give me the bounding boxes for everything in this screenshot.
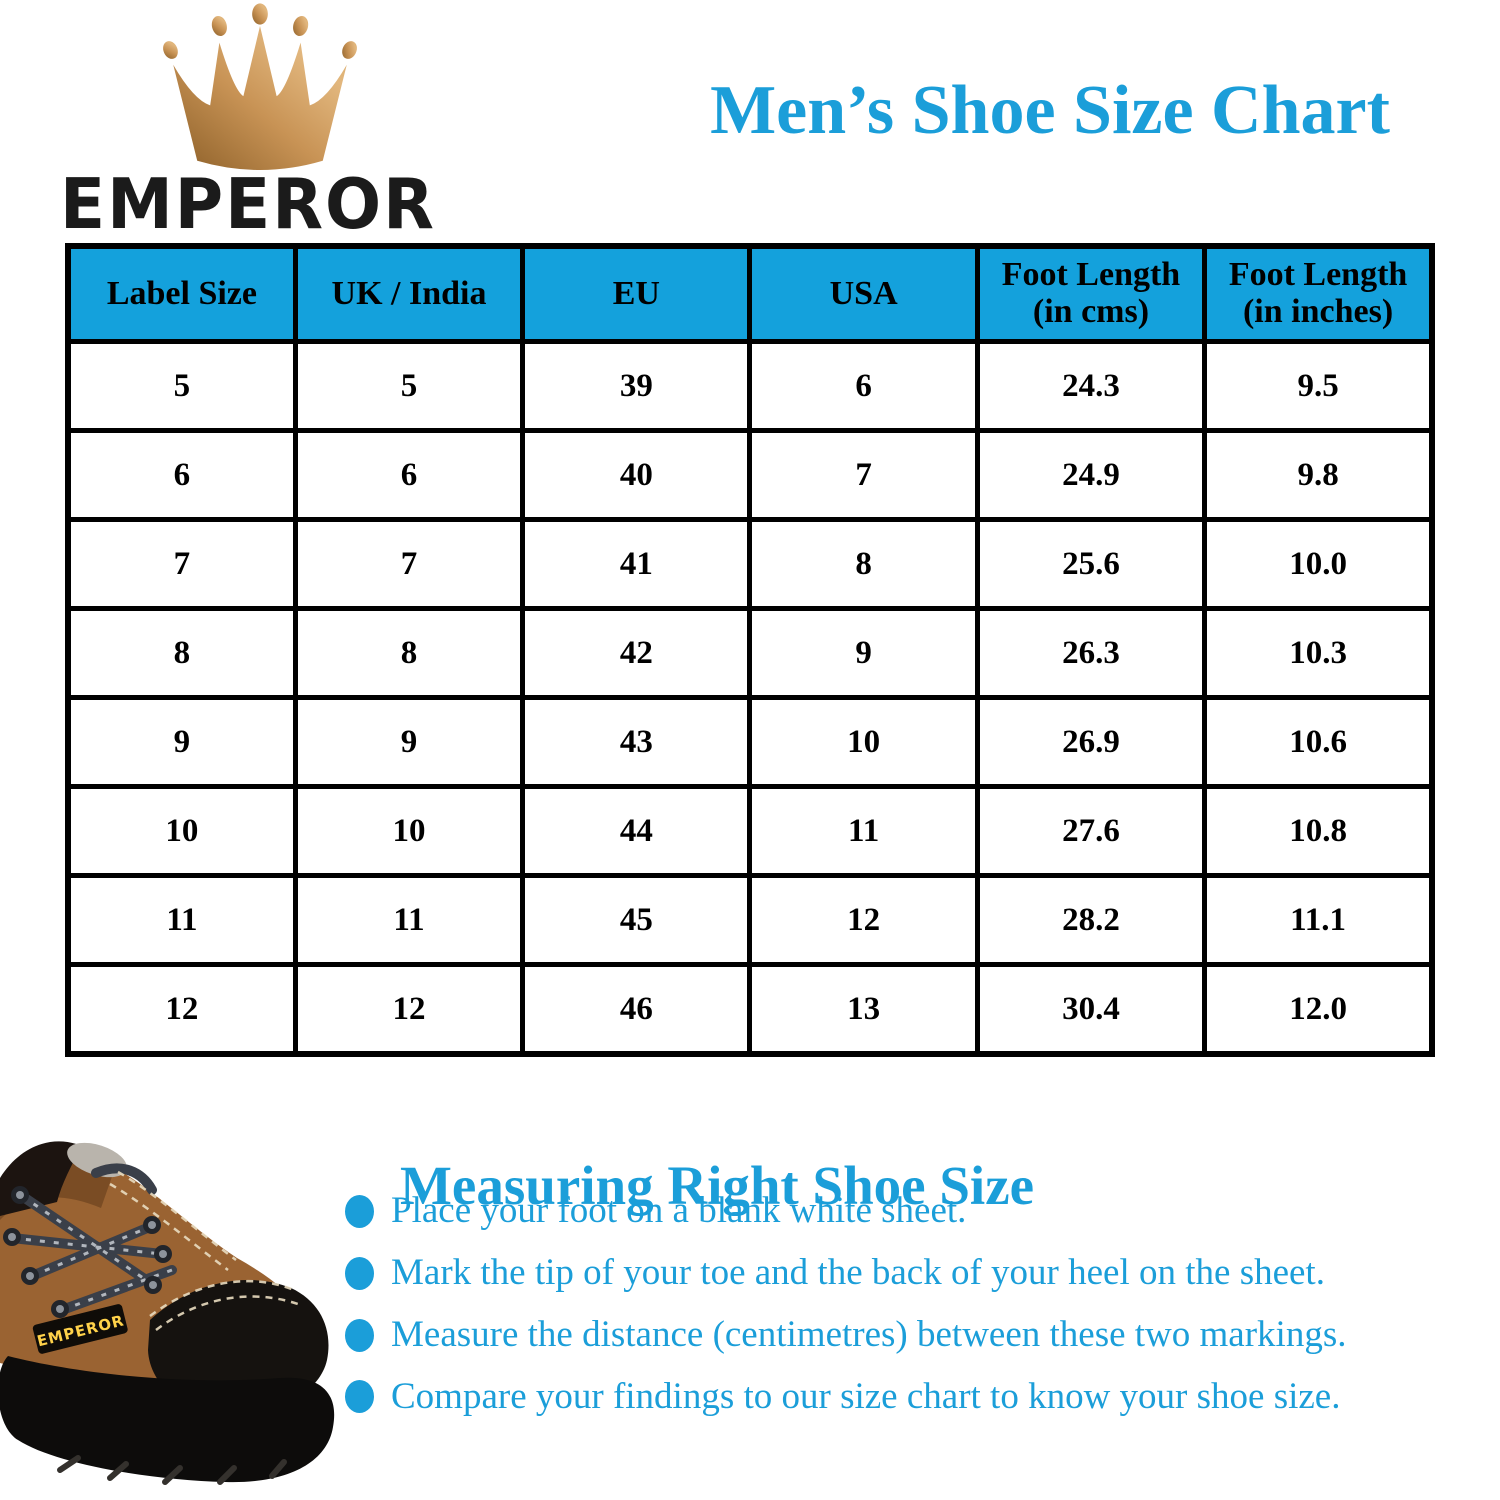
step-text: Compare your findings to our size chart … <box>391 1375 1341 1417</box>
column-header: Label Size <box>65 243 298 344</box>
table-cell: 9 <box>65 695 298 789</box>
table-cell: 12 <box>747 873 980 967</box>
table-cell: 10.8 <box>1202 784 1435 878</box>
table-cell: 10.0 <box>1202 517 1435 611</box>
table-cell: 9 <box>292 695 526 789</box>
table-cell: 12 <box>65 962 298 1057</box>
table-cell: 7 <box>292 517 526 611</box>
step-text: Place your foot on a blank white sheet. <box>391 1190 967 1231</box>
table-cell: 9 <box>747 606 980 700</box>
table-cell: 11 <box>65 873 298 967</box>
table-cell: 6 <box>65 428 298 522</box>
table-cell: 7 <box>747 428 980 522</box>
table-cell: 12.0 <box>1202 962 1435 1057</box>
table-cell: 8 <box>747 517 980 611</box>
table-cell: 25.6 <box>974 517 1208 611</box>
page-title: Men’s Shoe Size Chart <box>710 71 1390 149</box>
table-cell: 41 <box>520 517 753 611</box>
table-cell: 11 <box>292 873 526 967</box>
size-table-header-row: Label Size UK / India EU USA Foot Length (in… <box>65 243 1435 344</box>
table-row: 5 5 39 6 24.3 9.5 <box>65 339 1435 433</box>
table-cell: 13 <box>747 962 980 1057</box>
table-cell: 43 <box>520 695 753 789</box>
table-row: 9 9 43 10 26.9 10.6 <box>65 695 1435 789</box>
table-cell: 26.3 <box>974 606 1208 700</box>
table-cell: 11 <box>747 784 980 878</box>
table-cell: 46 <box>520 962 753 1057</box>
table-cell: 9.5 <box>1202 339 1435 433</box>
table-cell: 45 <box>520 873 753 967</box>
table-cell: 24.9 <box>974 428 1208 522</box>
table-cell: 7 <box>65 517 298 611</box>
table-cell: 8 <box>65 606 298 700</box>
table-cell: 26.9 <box>974 695 1208 789</box>
table-cell: 28.2 <box>974 873 1208 967</box>
measuring-step: Place your foot on a blank white sheet. <box>345 1190 1346 1231</box>
table-row: 12 12 46 13 30.4 12.0 <box>65 962 1435 1057</box>
measuring-step: Mark the tip of your toe and the back of… <box>345 1251 1346 1293</box>
bullet-icon <box>345 1256 374 1290</box>
size-table: Label Size UK / India EU USA Foot Length (in… <box>65 243 1435 1057</box>
table-cell: 39 <box>520 339 753 433</box>
table-cell: 10 <box>65 784 298 878</box>
measuring-heading: Measuring Right Shoe Size <box>400 1154 1035 1216</box>
table-cell: 10 <box>292 784 526 878</box>
table-cell: 10.3 <box>1202 606 1435 700</box>
table-row: 8 8 42 9 26.3 10.3 <box>65 606 1435 700</box>
table-row: 7 7 41 8 25.6 10.0 <box>65 517 1435 611</box>
brand-name: EMPEROR <box>60 164 436 245</box>
table-row: 6 6 40 7 24.9 9.8 <box>65 428 1435 522</box>
step-text: Measure the distance (centimetres) betwe… <box>391 1313 1347 1355</box>
column-header: Foot Length (in inches) <box>1202 243 1435 344</box>
table-cell: 9.8 <box>1202 428 1435 522</box>
shoe-photo: EMPEROR <box>0 1141 335 1485</box>
table-cell: 30.4 <box>974 962 1208 1057</box>
table-cell: 40 <box>520 428 753 522</box>
bullet-icon <box>345 1380 374 1414</box>
step-text: Mark the tip of your toe and the back of… <box>391 1251 1325 1293</box>
table-row: 11 11 45 12 28.2 11.1 <box>65 873 1435 967</box>
table-cell: 10 <box>747 695 980 789</box>
table-cell: 42 <box>520 606 753 700</box>
table-cell: 24.3 <box>974 339 1208 433</box>
column-header: EU <box>520 243 753 344</box>
table-cell: 5 <box>65 339 298 433</box>
column-header: Foot Length (in cms) <box>974 243 1208 344</box>
table-cell: 10.6 <box>1202 695 1435 789</box>
table-cell: 5 <box>292 339 526 433</box>
measuring-step: Compare your findings to our size chart … <box>345 1375 1346 1417</box>
size-table-container: Label Size UK / India EU USA Foot Length (in… <box>65 243 1435 1057</box>
table-cell: 27.6 <box>974 784 1208 878</box>
bullet-icon <box>345 1194 374 1228</box>
table-cell: 11.1 <box>1202 873 1435 967</box>
crown-icon <box>163 3 357 170</box>
size-table-body: 5 5 39 6 24.3 9.5 6 6 40 7 24.9 9.8 7 7 41 8 25.6 10.0 8 8 4… <box>65 339 1435 1057</box>
table-row: 10 10 44 11 27.6 10.8 <box>65 784 1435 878</box>
measuring-steps: Place your foot on a blank white sheet. M… <box>345 1190 1347 1417</box>
bullet-icon <box>345 1318 374 1352</box>
measuring-step: Measure the distance (centimetres) betwe… <box>345 1313 1347 1355</box>
table-cell: 44 <box>520 784 753 878</box>
column-header: USA <box>747 243 980 344</box>
table-cell: 6 <box>292 428 526 522</box>
table-cell: 12 <box>292 962 526 1057</box>
table-cell: 8 <box>292 606 526 700</box>
column-header: UK / India <box>292 243 526 344</box>
table-cell: 6 <box>747 339 980 433</box>
